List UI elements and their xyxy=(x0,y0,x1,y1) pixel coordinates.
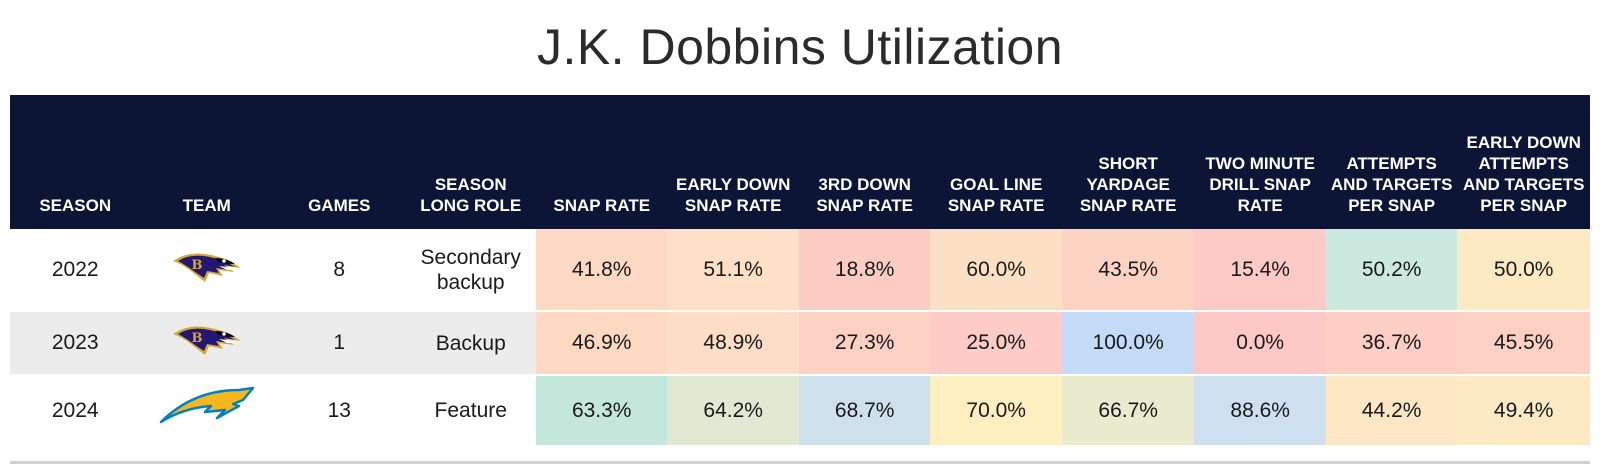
column-header: EARLY DOWN ATTEMPTS AND TARGETS PER SNAP xyxy=(1457,95,1590,229)
role-cell: Backup xyxy=(405,310,536,376)
utilization-table: SEASON TEAM GAMES SEASON LONG ROLE SNAP … xyxy=(10,95,1590,445)
header-row: SEASON TEAM GAMES SEASON LONG ROLE SNAP … xyxy=(10,95,1590,229)
goal-line-snap-rate-cell: 60.0% xyxy=(930,229,1062,311)
attempts-targets-per-snap-cell: 36.7% xyxy=(1325,310,1458,376)
column-header: GOAL LINE SNAP RATE xyxy=(930,95,1062,229)
ravens-logo-icon: B xyxy=(169,247,245,293)
early-down-attempts-targets-per-snap-cell: 45.5% xyxy=(1457,310,1590,376)
column-header: GAMES xyxy=(272,95,406,229)
team-cell: B xyxy=(140,310,273,376)
early-down-snap-rate-cell: 48.9% xyxy=(667,310,799,376)
svg-text:B: B xyxy=(191,258,202,273)
role-cell: Feature xyxy=(405,375,536,445)
two-minute-drill-snap-rate-cell: 88.6% xyxy=(1194,375,1326,445)
column-header: SNAP RATE xyxy=(535,95,668,229)
svg-text:B: B xyxy=(191,331,202,346)
third-down-snap-rate-cell: 18.8% xyxy=(798,229,931,311)
early-down-snap-rate-cell: 64.2% xyxy=(667,375,799,445)
column-header: ATTEMPTS AND TARGETS PER SNAP xyxy=(1325,95,1458,229)
role-cell: Secondary backup xyxy=(405,229,536,311)
attempts-targets-per-snap-cell: 50.2% xyxy=(1325,229,1458,311)
column-header: TEAM xyxy=(140,95,273,229)
season-cell: 2023 xyxy=(10,310,141,376)
games-cell: 1 xyxy=(272,310,406,376)
team-cell xyxy=(140,375,273,445)
snap-rate-cell: 46.9% xyxy=(535,310,668,376)
snap-rate-cell: 41.8% xyxy=(535,229,668,311)
two-minute-drill-snap-rate-cell: 0.0% xyxy=(1194,310,1326,376)
table-row: 2024 13 Feature 63.3% 64.2% 68.7% 70.0% … xyxy=(10,375,1590,445)
snap-rate-cell: 63.3% xyxy=(535,375,668,445)
ravens-logo-icon: B xyxy=(169,320,245,366)
short-yardage-snap-rate-cell: 43.5% xyxy=(1061,229,1195,311)
season-cell: 2022 xyxy=(10,229,141,311)
team-cell: B xyxy=(140,229,273,311)
column-header: TWO MINUTE DRILL SNAP RATE xyxy=(1194,95,1326,229)
games-cell: 8 xyxy=(272,229,406,311)
early-down-snap-rate-cell: 51.1% xyxy=(667,229,799,311)
season-cell: 2024 xyxy=(10,375,141,445)
early-down-attempts-targets-per-snap-cell: 50.0% xyxy=(1457,229,1590,311)
column-header: EARLY DOWN SNAP RATE xyxy=(667,95,799,229)
early-down-attempts-targets-per-snap-cell: 49.4% xyxy=(1457,375,1590,445)
goal-line-snap-rate-cell: 70.0% xyxy=(930,375,1062,445)
games-cell: 13 xyxy=(272,375,406,445)
third-down-snap-rate-cell: 68.7% xyxy=(798,375,931,445)
column-header: SHORT YARDAGE SNAP RATE xyxy=(1061,95,1195,229)
goal-line-snap-rate-cell: 25.0% xyxy=(930,310,1062,376)
short-yardage-snap-rate-cell: 66.7% xyxy=(1061,375,1195,445)
table-bottom-rule xyxy=(10,461,1590,464)
column-header: 3RD DOWN SNAP RATE xyxy=(798,95,931,229)
page-title: J.K. Dobbins Utilization xyxy=(536,19,1064,75)
column-header: SEASON xyxy=(10,95,141,229)
two-minute-drill-snap-rate-cell: 15.4% xyxy=(1194,229,1326,311)
table-row: 2022 B 8 Secondary backup 41.8% 51.1% 1 xyxy=(10,229,1590,311)
table-row: 2023 B 1 Backup 46.9% 48.9% 27.3% xyxy=(10,310,1590,376)
chargers-logo-icon xyxy=(159,386,255,436)
column-header: SEASON LONG ROLE xyxy=(405,95,536,229)
short-yardage-snap-rate-cell: 100.0% xyxy=(1061,310,1195,376)
third-down-snap-rate-cell: 27.3% xyxy=(798,310,931,376)
attempts-targets-per-snap-cell: 44.2% xyxy=(1325,375,1458,445)
